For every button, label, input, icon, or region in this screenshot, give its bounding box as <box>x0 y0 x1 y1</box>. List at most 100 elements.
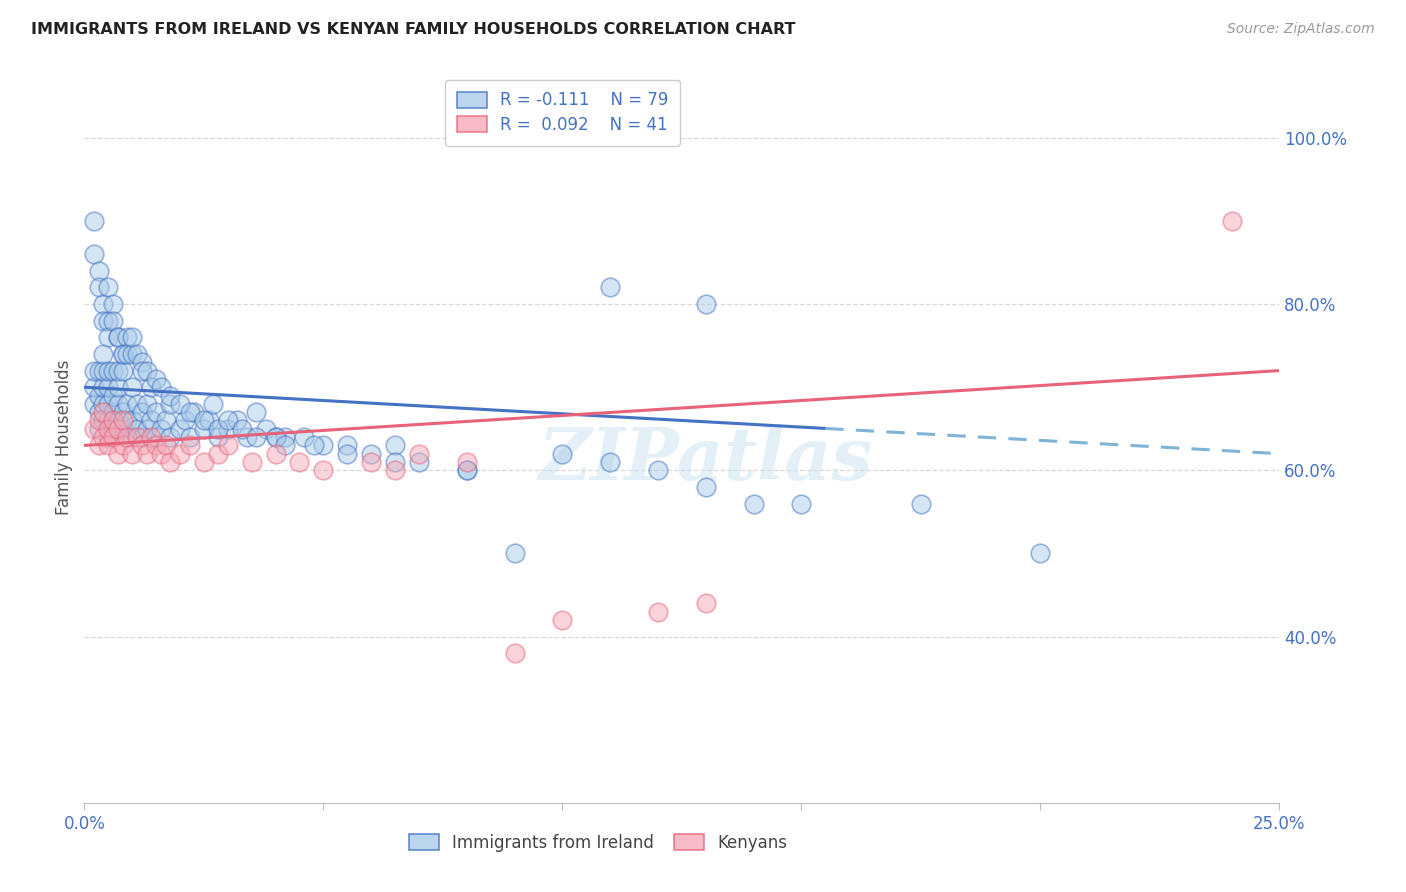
Point <box>197 413 219 427</box>
Point <box>456 463 478 477</box>
Point <box>131 405 153 419</box>
Point <box>97 413 120 427</box>
Point <box>193 413 215 427</box>
Point <box>107 330 129 344</box>
Point <box>217 413 239 427</box>
Point <box>111 413 134 427</box>
Point <box>97 422 120 436</box>
Point <box>245 430 267 444</box>
Point <box>97 280 120 294</box>
Point <box>384 438 406 452</box>
Point <box>159 397 181 411</box>
Point <box>117 413 139 427</box>
Point <box>274 430 297 444</box>
Text: Source: ZipAtlas.com: Source: ZipAtlas.com <box>1227 22 1375 37</box>
Point <box>117 430 139 444</box>
Point <box>183 405 205 419</box>
Point <box>245 405 267 419</box>
Point <box>236 430 259 444</box>
Point <box>599 455 621 469</box>
Point <box>111 347 134 361</box>
Point <box>135 397 157 411</box>
Point <box>155 413 177 427</box>
Point <box>93 380 115 394</box>
Point <box>97 330 120 344</box>
Point <box>107 447 129 461</box>
Point <box>647 463 669 477</box>
Point <box>125 430 148 444</box>
Point <box>169 397 191 411</box>
Point <box>107 330 129 344</box>
Point <box>117 397 139 411</box>
Point <box>131 430 153 444</box>
Point <box>1029 546 1052 560</box>
Text: IMMIGRANTS FROM IRELAND VS KENYAN FAMILY HOUSEHOLDS CORRELATION CHART: IMMIGRANTS FROM IRELAND VS KENYAN FAMILY… <box>31 22 796 37</box>
Point <box>1220 214 1243 228</box>
Point <box>121 413 143 427</box>
Point <box>135 447 157 461</box>
Point <box>159 455 181 469</box>
Point <box>264 430 287 444</box>
Point <box>456 463 478 477</box>
Point <box>107 380 129 394</box>
Point <box>101 430 124 444</box>
Point <box>408 447 430 461</box>
Point <box>121 447 143 461</box>
Point <box>207 447 229 461</box>
Point <box>101 388 124 402</box>
Point <box>456 455 478 469</box>
Point <box>87 264 110 278</box>
Point <box>87 405 110 419</box>
Point <box>135 422 157 436</box>
Point <box>83 214 105 228</box>
Point <box>408 455 430 469</box>
Point <box>742 497 765 511</box>
Point <box>292 430 315 444</box>
Point <box>121 347 143 361</box>
Point <box>121 430 143 444</box>
Point <box>111 422 134 436</box>
Point <box>193 455 215 469</box>
Point <box>179 430 201 444</box>
Point <box>264 430 287 444</box>
Legend: Immigrants from Ireland, Kenyans: Immigrants from Ireland, Kenyans <box>401 826 796 860</box>
Point <box>141 413 163 427</box>
Point <box>111 363 134 377</box>
Point <box>101 413 124 427</box>
Point <box>336 438 359 452</box>
Point <box>93 397 115 411</box>
Point <box>695 480 717 494</box>
Point <box>193 422 215 436</box>
Point <box>87 438 110 452</box>
Point <box>83 380 105 394</box>
Point <box>790 497 813 511</box>
Point <box>503 546 526 560</box>
Point <box>125 397 148 411</box>
Point <box>107 363 129 377</box>
Point <box>93 297 115 311</box>
Point <box>101 363 124 377</box>
Point <box>360 455 382 469</box>
Point <box>145 430 167 444</box>
Point <box>217 438 239 452</box>
Point <box>107 397 129 411</box>
Point <box>97 314 120 328</box>
Point <box>117 330 139 344</box>
Point <box>910 497 932 511</box>
Point <box>121 380 143 394</box>
Point <box>159 388 181 402</box>
Point <box>87 388 110 402</box>
Point <box>207 422 229 436</box>
Point <box>87 363 110 377</box>
Point <box>169 447 191 461</box>
Point <box>207 430 229 444</box>
Point <box>312 438 335 452</box>
Point <box>302 438 325 452</box>
Point <box>288 455 311 469</box>
Point <box>117 347 139 361</box>
Point <box>145 372 167 386</box>
Point <box>93 347 115 361</box>
Point <box>111 347 134 361</box>
Point <box>107 413 129 427</box>
Point <box>647 605 669 619</box>
